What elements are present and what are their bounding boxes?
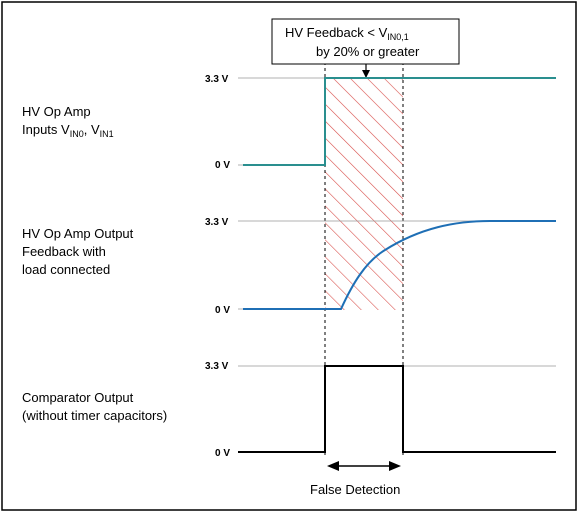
output-low-tick: 0 V [215, 305, 230, 316]
callout-line-1: HV Feedback < VIN0,1 [285, 25, 409, 42]
false-detection-label: False Detection [310, 482, 400, 497]
false-detection-right-arrow-icon [389, 461, 401, 471]
output-waveform [243, 220, 556, 310]
output-high-tick: 3.3 V [205, 217, 229, 228]
inputs-high-tick: 3.3 V [205, 74, 229, 85]
comparator-low-tick: 0 V [215, 448, 230, 459]
output-label-line-2: Feedback with [22, 244, 106, 259]
output-label-line-3: load connected [22, 262, 110, 277]
comparator-label-line-1: Comparator Output [22, 390, 134, 405]
callout-box [271, 18, 460, 65]
comparator-label-line-2: (without timer capacitors) [22, 408, 167, 423]
output-label-line-1: HV Op Amp Output [22, 226, 134, 241]
signal-comparator: Comparator Output (without timer capacit… [22, 361, 556, 459]
false-detection-hatch [325, 79, 403, 310]
inputs-label-line-1: HV Op Amp [22, 104, 91, 119]
comparator-high-tick: 3.3 V [205, 361, 229, 372]
signal-output: HV Op Amp Output Feedback with load conn… [22, 217, 556, 316]
signal-inputs: HV Op Amp Inputs VIN0, VIN1 3.3 V 0 V [22, 74, 556, 171]
inputs-low-tick: 0 V [215, 160, 230, 171]
comparator-waveform [238, 365, 556, 453]
callout-line-2: by 20% or greater [316, 44, 420, 59]
inputs-waveform [243, 77, 556, 166]
false-detection-left-arrow-icon [327, 461, 339, 471]
inputs-label-line-2: Inputs VIN0, VIN1 [22, 122, 114, 139]
